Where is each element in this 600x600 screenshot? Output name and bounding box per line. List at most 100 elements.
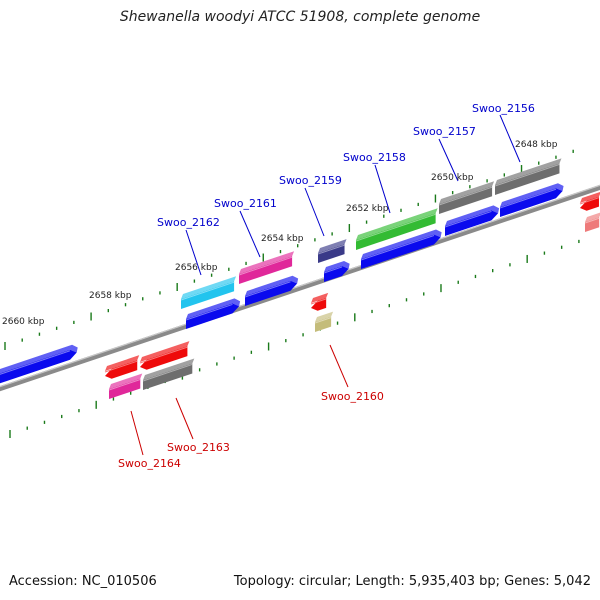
feature-swoo-2160-red-top: [311, 292, 329, 303]
feature-swoo-2164-red-top: [105, 355, 140, 371]
leader-swoo-2158: [374, 164, 391, 214]
leader-swoo-2163: [175, 397, 194, 440]
leader-swoo-2161: [239, 210, 261, 258]
feature-swoo-2164-pink-edge: [108, 379, 141, 391]
feature-swoo-2159-purple-edge: [317, 244, 345, 255]
feature-swoo-2160-olive-edge: [314, 317, 332, 324]
feature-swoo-2158-green-face: [356, 213, 436, 250]
feature-right-salmon-top: [585, 212, 600, 222]
feature-swoo-2164-pink: [108, 373, 143, 399]
feature-swoo-2162-cds-top: [186, 298, 241, 319]
labels: 2648 kbp 2650 kbp 2652 kbp 2654 kbp 2656…: [2, 102, 558, 470]
feature-swoo-2158-green: [355, 208, 438, 250]
feature-swoo-2163-gray-face: [143, 363, 193, 390]
scale-ticks: [4, 149, 580, 438]
feature-swoo-2164-red: [104, 355, 140, 379]
leader-swoo-2156: [499, 114, 521, 163]
feature-swoo-2157-cds-top: [445, 205, 500, 226]
feature-swoo-2158-cds-edge: [360, 235, 435, 261]
feature-swoo-2161-cds-top: [245, 275, 299, 296]
scale-label: 2648 kbp: [515, 140, 558, 150]
feature-left-cds-face: [0, 349, 77, 384]
feature-right-salmon-face: [585, 217, 600, 232]
gene-label-swoo-2159: Swoo_2159: [279, 174, 342, 187]
feature-swoo-2160-olive: [314, 311, 334, 332]
feature-swoo-2163-gray-edge: [142, 363, 193, 382]
feature-right-red-edge: [579, 197, 600, 205]
feature-swoo-2158-cds-top: [361, 229, 442, 259]
gene-features: [0, 158, 600, 399]
feature-swoo-2157-cds-face: [445, 210, 499, 236]
feature-swoo-2160-olive-top: [315, 311, 334, 322]
feature-swoo-2159-purple-top: [318, 239, 347, 253]
leader-swoo-2160: [329, 344, 349, 388]
gene-label-swoo-2162: Swoo_2162: [157, 216, 220, 229]
scale-label: 2654 kbp: [261, 234, 304, 244]
feature-swoo-2157-cds-edge: [444, 210, 492, 228]
genome-backbone: [0, 184, 600, 392]
gene-label-swoo-2161: Swoo_2161: [214, 197, 277, 210]
feature-swoo-2162-cyan: [180, 276, 237, 309]
feature-swoo-2164-pink-top: [109, 373, 143, 389]
gene-label-swoo-2160: Swoo_2160: [321, 390, 384, 403]
gene-label-swoo-2158: Swoo_2158: [343, 151, 406, 164]
feature-swoo-2157-gray-edge: [438, 186, 493, 206]
feature-swoo-2163-red: [139, 341, 190, 370]
feature-swoo-2157-gray-top: [439, 181, 495, 204]
feature-swoo-2156-cds: [499, 183, 564, 217]
feature-swoo-2162-cyan-edge: [180, 281, 235, 301]
feature-swoo-2161-pink-face: [239, 256, 293, 284]
feature-swoo-2161-pink: [238, 251, 295, 284]
feature-swoo-2156-gray: [494, 158, 562, 195]
feature-swoo-2164-red-edge: [104, 360, 138, 373]
leader-swoo-2164: [130, 410, 144, 456]
scale-label: 2656 kbp: [175, 263, 218, 273]
feature-swoo-2161-cds: [244, 275, 299, 306]
gene-label-swoo-2164: Swoo_2164: [118, 457, 181, 470]
feature-right-red: [579, 191, 600, 211]
feature-swoo-2159-cds-top: [324, 260, 350, 272]
feature-swoo-2163-gray-top: [143, 358, 195, 380]
feature-swoo-2157-gray: [438, 181, 495, 214]
feature-swoo-2157-cds: [444, 205, 500, 236]
feature-swoo-2161-pink-top: [239, 251, 295, 274]
leader-swoo-2157: [438, 138, 459, 182]
feature-swoo-2161-cds-edge: [244, 281, 291, 298]
feature-right-salmon-edge: [584, 217, 600, 224]
feature-swoo-2161-cds-face: [245, 280, 298, 306]
gene-label-swoo-2163: Swoo_2163: [167, 441, 230, 454]
feature-right-salmon: [584, 212, 600, 232]
scale-label: 2658 kbp: [89, 291, 132, 301]
scale-label: 2652 kbp: [346, 204, 389, 214]
leader-swoo-2162: [185, 229, 202, 276]
leader-swoo-2159: [304, 187, 325, 237]
feature-left-cds: [0, 344, 78, 384]
scale-label: 2650 kbp: [431, 173, 474, 183]
scale-label: 2660 kbp: [2, 317, 45, 327]
accession-text: Accession: NC_010506: [9, 574, 157, 589]
feature-swoo-2162-cds-face: [186, 303, 240, 329]
feature-swoo-2162-cds-edge: [185, 303, 233, 321]
feature-swoo-2164-pink-face: [109, 378, 141, 399]
feature-swoo-2157-gray-face: [439, 186, 493, 214]
feature-swoo-2164-red-face: [105, 360, 138, 379]
feature-swoo-2163-red-face: [140, 346, 188, 370]
feature-left-cds-edge: [0, 350, 71, 375]
feature-swoo-2163-red-top: [140, 341, 190, 362]
feature-right-red-face: [580, 196, 599, 211]
map-title: Shewanella woodyi ATCC 51908, complete g…: [119, 9, 481, 25]
feature-swoo-2159-purple: [317, 239, 347, 263]
feature-swoo-2162-cds: [185, 298, 241, 329]
feature-swoo-2156-cds-top: [500, 183, 564, 207]
feature-right-red-top: [580, 191, 600, 203]
feature-swoo-2160-red-face: [311, 297, 327, 311]
label-leaders: [130, 114, 521, 456]
feature-swoo-2159-cds-edge: [323, 266, 343, 274]
feature-swoo-2160-red: [310, 292, 329, 311]
feature-swoo-2160-olive-face: [315, 316, 332, 332]
genome-summary-text: Topology: circular; Length: 5,935,403 bp…: [233, 574, 591, 589]
feature-swoo-2156-cds-face: [500, 188, 563, 217]
feature-left-cds-top: [0, 344, 78, 374]
feature-swoo-2158-green-top: [356, 208, 438, 240]
